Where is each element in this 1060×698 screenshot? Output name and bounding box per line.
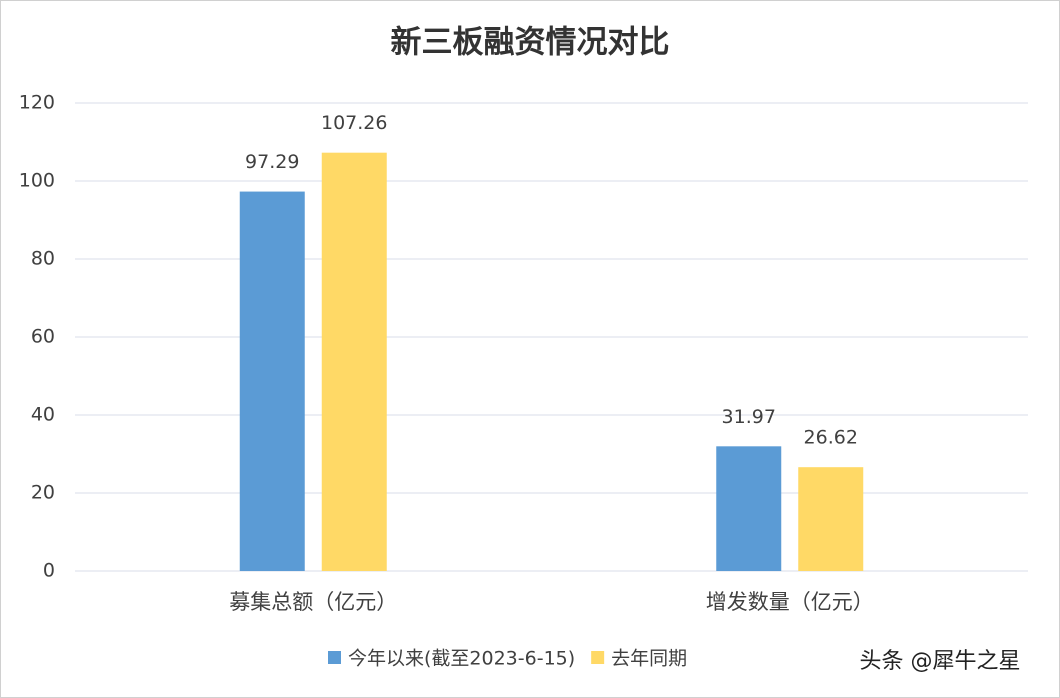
y-tick-label: 80 <box>31 248 55 270</box>
bar <box>798 467 864 571</box>
value-label: 107.26 <box>321 112 387 134</box>
legend-label: 去年同期 <box>611 648 687 670</box>
chart-title: 新三板融资情况对比 <box>391 25 670 61</box>
bar <box>716 446 782 571</box>
value-label: 26.62 <box>804 427 858 449</box>
y-tick-label: 40 <box>31 404 55 426</box>
legend-label: 今年以来(截至2023-6-15) <box>348 648 575 670</box>
y-tick-label: 120 <box>19 92 55 114</box>
bar <box>239 191 305 571</box>
y-tick-label: 60 <box>31 326 55 348</box>
x-tick-label: 募集总额（亿元） <box>229 590 397 614</box>
y-tick-label: 100 <box>19 170 55 192</box>
x-tick-label: 增发数量（亿元） <box>706 590 874 614</box>
y-tick-label: 20 <box>31 482 55 504</box>
bar <box>321 152 387 571</box>
legend-swatch <box>591 651 605 664</box>
y-tick-label: 0 <box>43 560 55 582</box>
value-label: 97.29 <box>245 151 299 173</box>
legend-swatch <box>328 651 341 664</box>
value-label: 31.97 <box>722 406 776 428</box>
watermark: 头条 @犀牛之星 <box>860 649 1021 674</box>
